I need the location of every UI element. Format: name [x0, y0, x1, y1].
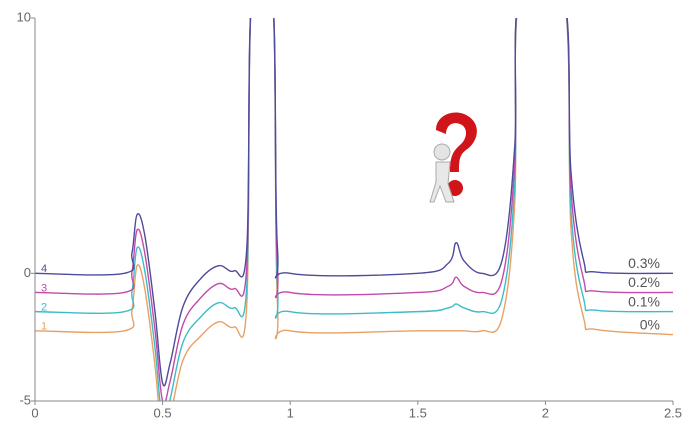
x-tick-label: 0 — [31, 405, 38, 420]
y-tick-label: 0 — [24, 265, 31, 280]
figure-body — [429, 161, 455, 203]
y-tick-label: -5 — [19, 392, 31, 407]
x-tick-label: 0.5 — [154, 405, 172, 420]
x-tick-label: 1 — [287, 405, 294, 420]
series-id-label: 3 — [41, 282, 47, 294]
series-line — [35, 18, 674, 401]
series-id-label: 4 — [41, 263, 47, 275]
series-id-label: 2 — [41, 302, 47, 314]
series-line — [35, 18, 674, 401]
x-tick-label: 1.5 — [409, 405, 427, 420]
x-tick-label: 2 — [542, 405, 549, 420]
series-name-label: 0.3% — [628, 255, 660, 271]
series-name-label: 0.1% — [628, 293, 660, 309]
question-mark-icon — [429, 112, 477, 203]
series-name-label: 0.2% — [628, 274, 660, 290]
series-line — [35, 18, 674, 387]
x-tick-label: 2.5 — [664, 405, 682, 420]
question-mark-hook — [436, 112, 477, 172]
plot-area — [35, 18, 674, 401]
series-name-label: 0% — [640, 316, 660, 332]
y-tick-label: 10 — [17, 9, 31, 24]
series-line — [35, 18, 674, 401]
series-id-label: 1 — [41, 321, 47, 333]
figure-head — [433, 143, 451, 161]
